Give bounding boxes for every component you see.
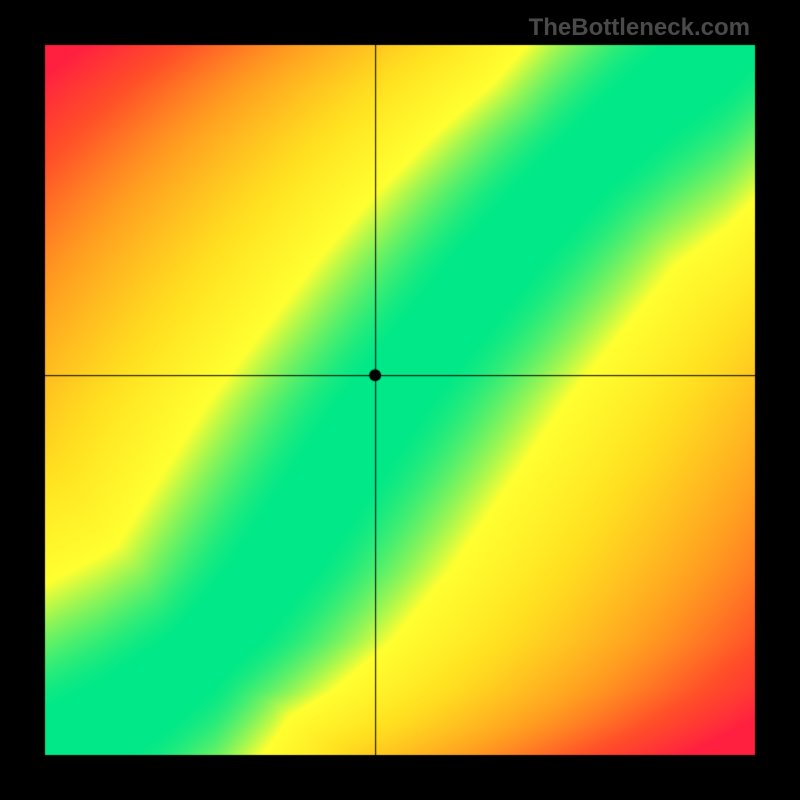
chart-container: TheBottleneck.com	[0, 0, 800, 800]
watermark-text: TheBottleneck.com	[529, 14, 750, 42]
bottleneck-heatmap	[0, 0, 800, 800]
